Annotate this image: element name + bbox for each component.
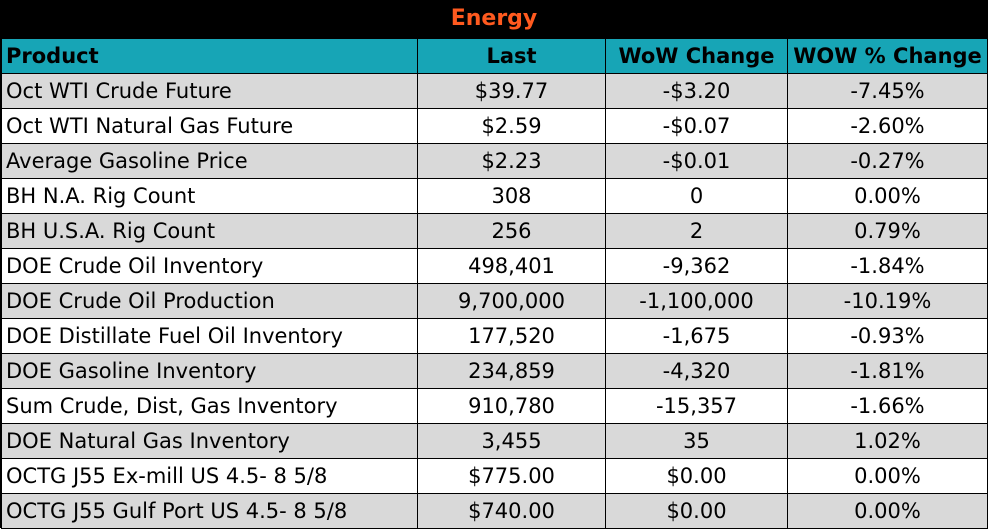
cell-last: 9,700,000 bbox=[417, 283, 606, 319]
cell-wow-change: -1,675 bbox=[605, 318, 788, 354]
cell-last: $740.00 bbox=[417, 493, 606, 529]
cell-wow-pct-change: -0.27% bbox=[787, 143, 988, 179]
header-wow-change: WoW Change bbox=[605, 38, 788, 74]
cell-product: DOE Gasoline Inventory bbox=[1, 353, 418, 389]
cell-wow-change: -4,320 bbox=[605, 353, 788, 389]
table-row: Sum Crude, Dist, Gas Inventory 910,780 -… bbox=[1, 388, 988, 424]
cell-last: 177,520 bbox=[417, 318, 606, 354]
cell-product: DOE Natural Gas Inventory bbox=[1, 423, 418, 459]
cell-wow-pct-change: -1.66% bbox=[787, 388, 988, 424]
cell-wow-change: $0.00 bbox=[605, 458, 788, 494]
cell-wow-pct-change: -1.84% bbox=[787, 248, 988, 284]
header-product: Product bbox=[1, 38, 418, 74]
cell-wow-pct-change: 0.00% bbox=[787, 493, 988, 529]
table-row: OCTG J55 Gulf Port US 4.5- 8 5/8 $740.00… bbox=[1, 493, 988, 529]
cell-last: 3,455 bbox=[417, 423, 606, 459]
cell-product: DOE Crude Oil Production bbox=[1, 283, 418, 319]
cell-wow-pct-change: -10.19% bbox=[787, 283, 988, 319]
cell-last: 234,859 bbox=[417, 353, 606, 389]
table-row: BH U.S.A. Rig Count 256 2 0.79% bbox=[1, 213, 988, 249]
cell-product: Oct WTI Natural Gas Future bbox=[1, 108, 418, 144]
cell-wow-change: 2 bbox=[605, 213, 788, 249]
energy-table: Product Last WoW Change WOW % Change Oct… bbox=[1, 38, 988, 529]
header-last: Last bbox=[417, 38, 606, 74]
cell-wow-change: 35 bbox=[605, 423, 788, 459]
cell-wow-change: -15,357 bbox=[605, 388, 788, 424]
cell-product: Sum Crude, Dist, Gas Inventory bbox=[1, 388, 418, 424]
table-title: Energy bbox=[1, 1, 987, 38]
header-row: Product Last WoW Change WOW % Change bbox=[1, 38, 988, 74]
cell-product: Oct WTI Crude Future bbox=[1, 73, 418, 109]
cell-last: $2.23 bbox=[417, 143, 606, 179]
cell-wow-pct-change: 0.00% bbox=[787, 458, 988, 494]
cell-last: $2.59 bbox=[417, 108, 606, 144]
table-row: DOE Distillate Fuel Oil Inventory 177,52… bbox=[1, 318, 988, 354]
cell-wow-pct-change: 1.02% bbox=[787, 423, 988, 459]
cell-product: Average Gasoline Price bbox=[1, 143, 418, 179]
table-row: Oct WTI Natural Gas Future $2.59 -$0.07 … bbox=[1, 108, 988, 144]
table-row: Oct WTI Crude Future $39.77 -$3.20 -7.45… bbox=[1, 73, 988, 109]
cell-product: DOE Crude Oil Inventory bbox=[1, 248, 418, 284]
cell-wow-change: -$0.01 bbox=[605, 143, 788, 179]
cell-wow-change: $0.00 bbox=[605, 493, 788, 529]
cell-wow-pct-change: -1.81% bbox=[787, 353, 988, 389]
cell-wow-pct-change: -7.45% bbox=[787, 73, 988, 109]
table-row: Average Gasoline Price $2.23 -$0.01 -0.2… bbox=[1, 143, 988, 179]
cell-product: BH N.A. Rig Count bbox=[1, 178, 418, 214]
cell-last: 256 bbox=[417, 213, 606, 249]
table-row: DOE Crude Oil Production 9,700,000 -1,10… bbox=[1, 283, 988, 319]
table-row: BH N.A. Rig Count 308 0 0.00% bbox=[1, 178, 988, 214]
table-row: DOE Natural Gas Inventory 3,455 35 1.02% bbox=[1, 423, 988, 459]
cell-last: 498,401 bbox=[417, 248, 606, 284]
cell-wow-change: -$0.07 bbox=[605, 108, 788, 144]
cell-wow-change: -9,362 bbox=[605, 248, 788, 284]
cell-product: OCTG J55 Ex-mill US 4.5- 8 5/8 bbox=[1, 458, 418, 494]
cell-last: $775.00 bbox=[417, 458, 606, 494]
cell-product: OCTG J55 Gulf Port US 4.5- 8 5/8 bbox=[1, 493, 418, 529]
cell-wow-pct-change: 0.79% bbox=[787, 213, 988, 249]
cell-product: DOE Distillate Fuel Oil Inventory bbox=[1, 318, 418, 354]
cell-wow-pct-change: -2.60% bbox=[787, 108, 988, 144]
cell-wow-change: -1,100,000 bbox=[605, 283, 788, 319]
cell-last: $39.77 bbox=[417, 73, 606, 109]
cell-wow-pct-change: -0.93% bbox=[787, 318, 988, 354]
table-row: OCTG J55 Ex-mill US 4.5- 8 5/8 $775.00 $… bbox=[1, 458, 988, 494]
cell-last: 308 bbox=[417, 178, 606, 214]
cell-wow-change: -$3.20 bbox=[605, 73, 788, 109]
table-row: DOE Gasoline Inventory 234,859 -4,320 -1… bbox=[1, 353, 988, 389]
header-wow-pct-change: WOW % Change bbox=[787, 38, 988, 74]
cell-wow-pct-change: 0.00% bbox=[787, 178, 988, 214]
table-row: DOE Crude Oil Inventory 498,401 -9,362 -… bbox=[1, 248, 988, 284]
cell-wow-change: 0 bbox=[605, 178, 788, 214]
cell-product: BH U.S.A. Rig Count bbox=[1, 213, 418, 249]
cell-last: 910,780 bbox=[417, 388, 606, 424]
